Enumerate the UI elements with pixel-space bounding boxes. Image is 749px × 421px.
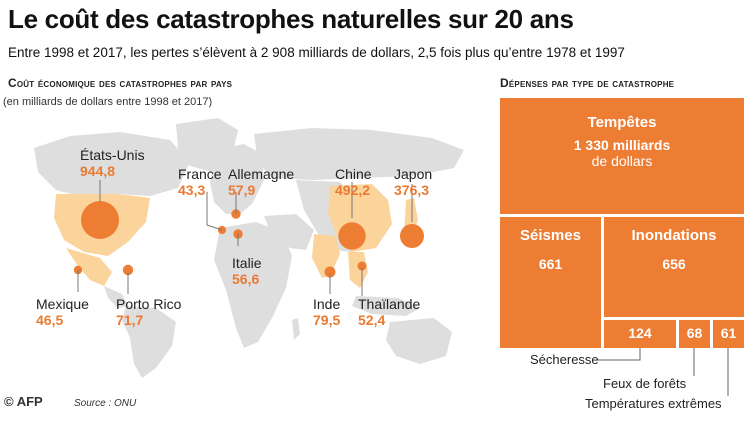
land-madagascar (292, 318, 300, 340)
treemap-cell-drought: 124 (604, 320, 676, 348)
callout-lines (77, 180, 413, 296)
country-name-porto-rico: Porto Rico (116, 296, 182, 312)
land-australia (386, 318, 452, 364)
afp-logo: © AFP (4, 394, 43, 409)
world-landmass (34, 118, 464, 378)
land-south-america (122, 306, 176, 378)
bubble-china (338, 222, 366, 250)
land-europe (210, 144, 264, 214)
map-heading: Coût économique des catastrophes par pay… (8, 76, 233, 90)
treemap-cell-extreme-temperatures: 61 (713, 320, 744, 348)
country-name-thailand: Thaïlande (358, 296, 421, 312)
bubble-layer (73, 201, 424, 278)
country-name-india: Inde (313, 296, 341, 312)
land-central-america (104, 286, 128, 308)
land-indonesia (352, 296, 420, 316)
country-name-germany: Allemagne (228, 166, 295, 182)
country-value-india: 79,5 (313, 312, 341, 328)
country-value-mexico: 46,5 (36, 312, 64, 328)
bubble-thailand (357, 261, 367, 271)
country-value-france: 43,3 (178, 182, 206, 198)
bubble-japan (400, 224, 424, 248)
treemap-cell-floods: Inondations 656 (604, 217, 744, 317)
treemap-value-earthquakes: 661 (538, 256, 563, 272)
callout-forest-fires: Feux de forêts (603, 376, 687, 391)
land-mexico (66, 248, 112, 286)
treemap-value-drought: 124 (628, 325, 652, 341)
treemap-label-storms: Tempêtes (587, 114, 657, 131)
country-name-mexico: Mexique (36, 296, 89, 312)
country-value-italy: 56,6 (232, 271, 260, 287)
country-value-usa: 944,8 (80, 163, 116, 179)
country-name-france: France (178, 166, 222, 182)
country-value-japan: 376,3 (394, 182, 430, 198)
land-canada (34, 132, 190, 198)
bubble-india (324, 266, 336, 278)
treemap-value-storms: 1 330 milliards (573, 137, 671, 153)
treemap-heading: Dépenses par type de catastrophe (500, 76, 675, 90)
country-value-china: 492,2 (335, 182, 371, 198)
treemap-value-floods: 656 (662, 256, 686, 272)
country-value-germany: 57,9 (228, 182, 256, 198)
callout-extreme-temperatures: Températures extrêmes (585, 396, 722, 411)
treemap-cell-storms: Tempêtes 1 330 milliards de dollars (500, 98, 744, 214)
country-value-porto-rico: 71,7 (116, 312, 144, 328)
land-russia (254, 128, 464, 180)
world-map (34, 118, 464, 378)
treemap-cell-forest-fires: 68 (679, 320, 710, 348)
country-name-italy: Italie (232, 255, 262, 271)
country-value-thailand: 52,4 (358, 312, 386, 328)
treemap-cell-earthquakes: Séismes 661 (500, 217, 601, 348)
callout-line-drought (596, 348, 641, 361)
chart-subtitle: Entre 1998 et 2017, les pertes s’élèvent… (8, 45, 625, 60)
treemap-label-earthquakes: Séismes (520, 227, 581, 244)
country-name-japan: Japon (394, 166, 433, 182)
source-note: Source : ONU (74, 398, 137, 409)
treemap-value-extreme-temperatures: 61 (720, 325, 737, 341)
bubble-germany (231, 209, 241, 219)
bubble-porto-rico (122, 264, 134, 276)
country-name-china: Chine (335, 166, 372, 182)
land-india (312, 234, 340, 278)
callout-drought: Sécheresse (530, 352, 599, 367)
bubble-usa (81, 201, 119, 239)
treemap-unit-storms: de dollars (591, 153, 653, 169)
land-middle-east (264, 214, 314, 250)
treemap-value-forest-fires: 68 (686, 325, 703, 341)
map-subheading: (en milliards de dollars entre 1998 et 2… (3, 96, 213, 108)
land-africa (214, 222, 292, 348)
callout-line-france (206, 192, 223, 231)
chart-title: Le coût des catastrophes naturelles sur … (8, 4, 574, 34)
treemap-label-floods: Inondations (631, 227, 717, 244)
country-name-usa: États-Unis (80, 147, 145, 163)
land-southeast-asia (348, 252, 368, 288)
